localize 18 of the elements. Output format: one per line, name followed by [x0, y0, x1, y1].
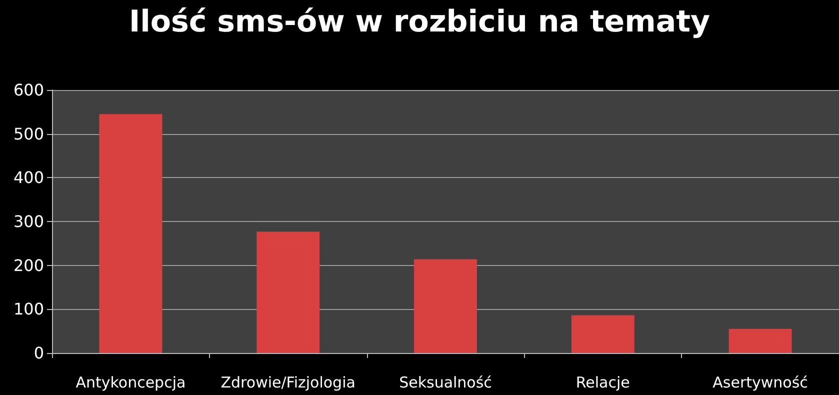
y-tick-label: 400 — [13, 168, 44, 188]
bar — [728, 328, 792, 353]
x-tick-label: Seksualność — [399, 374, 492, 392]
y-tick-label: 600 — [13, 80, 44, 100]
x-tick-label: Relacje — [576, 374, 630, 392]
bar — [99, 114, 162, 353]
x-tick-label: Antykoncepcja — [76, 374, 186, 392]
y-tick-label: 200 — [13, 256, 44, 275]
y-tick-label: 300 — [13, 212, 44, 231]
x-tick-label: Asertywność — [712, 374, 808, 392]
bar — [414, 259, 477, 353]
y-tick-label: 0 — [34, 344, 44, 362]
chart-title: Ilość sms-ów w rozbiciu na tematy — [128, 4, 710, 40]
x-tick-label: Zdrowie/Fizjologia — [220, 374, 356, 392]
y-tick-label: 500 — [13, 124, 44, 144]
y-tick-label: 100 — [13, 300, 44, 319]
bar — [571, 315, 634, 353]
bar — [256, 232, 320, 353]
